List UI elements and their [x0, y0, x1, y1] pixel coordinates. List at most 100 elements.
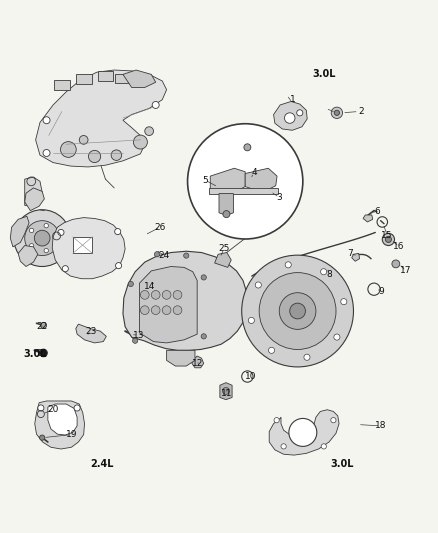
- Circle shape: [382, 233, 395, 246]
- Polygon shape: [52, 217, 125, 279]
- Text: 3.0L: 3.0L: [330, 459, 354, 469]
- Polygon shape: [363, 215, 373, 222]
- Circle shape: [128, 281, 134, 287]
- Text: 9: 9: [378, 287, 384, 296]
- Polygon shape: [274, 101, 307, 130]
- Polygon shape: [210, 168, 245, 192]
- Polygon shape: [123, 251, 247, 350]
- Polygon shape: [215, 253, 231, 268]
- Circle shape: [115, 229, 121, 235]
- Circle shape: [341, 298, 347, 305]
- Text: 25: 25: [219, 244, 230, 253]
- Polygon shape: [54, 80, 70, 90]
- Circle shape: [162, 290, 171, 299]
- Circle shape: [74, 405, 80, 411]
- Text: 24: 24: [159, 251, 170, 260]
- Polygon shape: [352, 253, 360, 261]
- Text: 16: 16: [393, 243, 405, 252]
- Text: 17: 17: [400, 266, 412, 276]
- Text: 26: 26: [154, 223, 166, 232]
- Circle shape: [150, 281, 155, 285]
- Circle shape: [79, 135, 88, 144]
- Text: 11: 11: [221, 390, 233, 399]
- Circle shape: [43, 149, 50, 157]
- Text: 18: 18: [375, 422, 386, 430]
- Circle shape: [141, 290, 149, 299]
- Polygon shape: [219, 193, 233, 215]
- Polygon shape: [269, 410, 339, 455]
- Circle shape: [38, 405, 44, 411]
- Text: 3.0L: 3.0L: [23, 349, 46, 359]
- Circle shape: [223, 387, 230, 394]
- Circle shape: [201, 275, 206, 280]
- Polygon shape: [123, 70, 155, 87]
- Polygon shape: [76, 324, 106, 343]
- Text: 23: 23: [86, 327, 97, 336]
- Circle shape: [60, 142, 76, 157]
- Polygon shape: [11, 216, 29, 247]
- Text: 13: 13: [132, 331, 144, 340]
- Polygon shape: [25, 177, 42, 206]
- Circle shape: [304, 354, 310, 360]
- Text: 2.4L: 2.4L: [90, 459, 114, 469]
- Circle shape: [151, 306, 160, 314]
- Circle shape: [248, 317, 254, 324]
- Text: 12: 12: [192, 359, 204, 368]
- Circle shape: [62, 265, 68, 272]
- Circle shape: [39, 349, 47, 357]
- Circle shape: [331, 417, 336, 423]
- Circle shape: [44, 223, 49, 228]
- Circle shape: [334, 110, 339, 116]
- Polygon shape: [115, 74, 131, 83]
- Circle shape: [285, 262, 291, 268]
- Text: 22: 22: [36, 322, 48, 331]
- Polygon shape: [245, 168, 277, 192]
- Polygon shape: [25, 188, 44, 211]
- Polygon shape: [166, 350, 195, 366]
- Polygon shape: [98, 71, 113, 81]
- Polygon shape: [73, 237, 92, 253]
- Circle shape: [111, 150, 122, 160]
- Circle shape: [14, 210, 71, 266]
- Circle shape: [244, 144, 251, 151]
- Circle shape: [141, 306, 149, 314]
- Text: 5: 5: [202, 175, 208, 184]
- Circle shape: [88, 150, 101, 163]
- Circle shape: [154, 252, 159, 257]
- Circle shape: [268, 348, 275, 353]
- Circle shape: [116, 263, 122, 269]
- Circle shape: [148, 278, 157, 288]
- Text: 19: 19: [66, 430, 77, 439]
- Text: 3.0L: 3.0L: [312, 69, 336, 78]
- Text: 10: 10: [245, 372, 256, 381]
- Circle shape: [39, 435, 45, 440]
- Circle shape: [29, 244, 34, 248]
- Polygon shape: [220, 383, 232, 400]
- Text: 20: 20: [47, 405, 59, 414]
- Circle shape: [392, 260, 400, 268]
- Circle shape: [44, 248, 49, 253]
- Circle shape: [145, 127, 153, 135]
- Circle shape: [134, 135, 148, 149]
- Polygon shape: [48, 404, 77, 435]
- Circle shape: [321, 269, 327, 275]
- Circle shape: [290, 303, 305, 319]
- Circle shape: [201, 334, 206, 339]
- Circle shape: [334, 334, 340, 340]
- Circle shape: [321, 444, 326, 449]
- Polygon shape: [76, 75, 92, 84]
- Circle shape: [29, 228, 34, 232]
- Circle shape: [151, 290, 160, 299]
- Polygon shape: [35, 70, 166, 167]
- Circle shape: [289, 418, 317, 446]
- Circle shape: [297, 110, 303, 116]
- Polygon shape: [18, 246, 38, 266]
- Text: 8: 8: [326, 270, 332, 279]
- Circle shape: [331, 107, 343, 118]
- Circle shape: [184, 253, 189, 258]
- Circle shape: [242, 255, 353, 367]
- Circle shape: [281, 444, 286, 449]
- Circle shape: [25, 221, 60, 256]
- Text: 1: 1: [290, 95, 296, 104]
- Text: 6: 6: [374, 207, 380, 216]
